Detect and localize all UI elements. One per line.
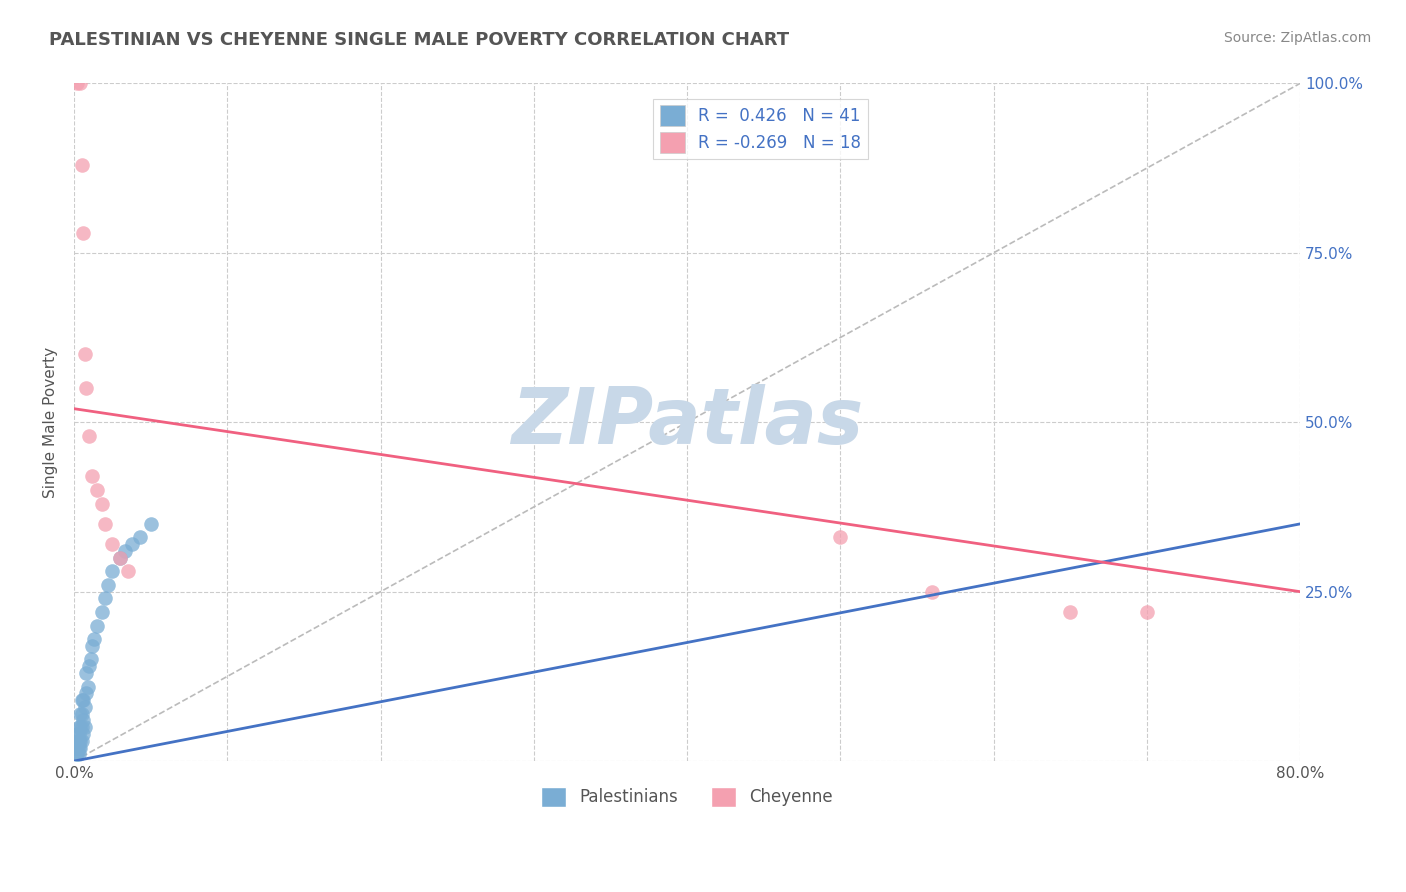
Point (75, 686, 97, 700)
Point (73, 699, 96, 714)
Point (86, 483, 108, 497)
Point (70, 706, 93, 721)
Point (86, 618, 108, 632)
Point (70, 693, 93, 707)
Point (66, 747, 89, 762)
Point (70, 720, 93, 734)
Point (830, 531, 852, 545)
Point (67, 720, 90, 734)
Point (121, 537, 143, 551)
Point (114, 544, 136, 558)
Point (66, 733, 89, 747)
Point (75, 665, 97, 680)
Point (75, 381, 97, 395)
Point (77, 680, 100, 694)
Point (108, 550, 131, 565)
Point (70, 733, 93, 747)
Point (65, 740, 87, 755)
Point (97, 578, 120, 592)
Point (79, 659, 101, 673)
Point (108, 550, 131, 565)
Y-axis label: Single Male Poverty: Single Male Poverty (44, 347, 58, 498)
Point (72, 226, 94, 240)
Point (72, 727, 94, 741)
Point (101, 565, 124, 579)
Point (69, 77, 91, 91)
Point (67, 747, 90, 762)
Point (73, 347, 96, 361)
Point (139, 516, 162, 531)
Point (90, 497, 112, 511)
Point (129, 531, 152, 545)
Point (90, 605, 112, 619)
Point (72, 693, 94, 707)
Point (83, 632, 105, 646)
Point (67, 733, 90, 747)
Point (70, 158, 93, 172)
Point (82, 639, 104, 653)
Point (72, 714, 94, 728)
Point (79, 429, 101, 443)
Legend: Palestinians, Cheyenne: Palestinians, Cheyenne (534, 780, 839, 814)
Text: Source: ZipAtlas.com: Source: ZipAtlas.com (1223, 31, 1371, 45)
Point (93, 516, 115, 531)
Point (67, 727, 90, 741)
Text: ZIPatlas: ZIPatlas (510, 384, 863, 460)
Point (117, 565, 139, 579)
Point (921, 584, 943, 599)
Point (67, 740, 90, 755)
Point (101, 537, 124, 551)
Point (66, 77, 89, 91)
Point (65, 747, 87, 762)
Point (73, 720, 96, 734)
Point (69, 706, 91, 721)
Point (1059, 605, 1081, 619)
Point (69, 733, 91, 747)
Point (66, 740, 89, 755)
Point (80, 652, 103, 666)
Point (82, 469, 104, 483)
Point (93, 591, 115, 606)
Point (69, 740, 91, 755)
Point (69, 720, 91, 734)
Point (66, 727, 89, 741)
Text: PALESTINIAN VS CHEYENNE SINGLE MALE POVERTY CORRELATION CHART: PALESTINIAN VS CHEYENNE SINGLE MALE POVE… (49, 31, 789, 49)
Point (1136, 605, 1159, 619)
